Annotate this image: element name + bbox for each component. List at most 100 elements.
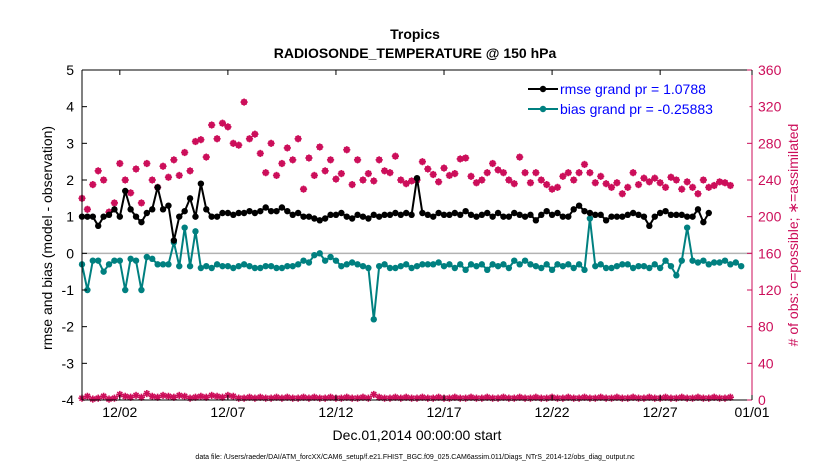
obs-assimilated-stroke bbox=[132, 165, 140, 173]
rmse-series-point bbox=[208, 213, 215, 220]
rmse-series-point bbox=[635, 211, 642, 219]
obs-assimilated-point bbox=[656, 179, 664, 187]
obs-assimilated-point bbox=[607, 394, 616, 402]
obs-assimilated-stroke bbox=[516, 153, 523, 161]
obs-assimilated-point bbox=[310, 171, 318, 180]
obs-assimilated-stroke bbox=[586, 169, 593, 176]
rmse-series-point bbox=[494, 209, 502, 217]
rmse-series-point bbox=[705, 209, 712, 217]
bias-series-point bbox=[565, 261, 572, 268]
obs-assimilated-point bbox=[267, 394, 275, 402]
bias-series-point bbox=[176, 262, 183, 270]
obs-assimilated-point bbox=[651, 174, 659, 182]
obs-assimilated-stroke bbox=[219, 394, 226, 401]
bias-series-point bbox=[284, 262, 291, 270]
obs-assimilated-point bbox=[100, 176, 108, 184]
obs-assimilated-point bbox=[283, 393, 291, 401]
obs-assimilated-stroke bbox=[343, 146, 350, 153]
obs-assimilated-stroke bbox=[149, 393, 156, 400]
legend-rmse-label: rmse grand pr = 1.0788 bbox=[560, 81, 706, 97]
bias-series-point bbox=[84, 286, 91, 294]
y-left-tick-label: -1 bbox=[62, 282, 75, 298]
bias-series-point bbox=[673, 272, 680, 279]
obs-assimilated-stroke bbox=[100, 393, 107, 400]
obs-assimilated-point bbox=[321, 167, 329, 175]
obs-assimilated-stroke bbox=[548, 186, 556, 193]
y-right-tick-label: 120 bbox=[758, 282, 782, 298]
bias-series-point bbox=[181, 224, 188, 231]
bias-series-point bbox=[235, 262, 242, 270]
obs-assimilated-stroke bbox=[127, 189, 134, 196]
bias-series-point bbox=[289, 262, 296, 270]
obs-assimilated-point bbox=[110, 199, 119, 207]
bias-series-point bbox=[386, 264, 394, 272]
obs-assimilated-point bbox=[326, 156, 335, 164]
obs-assimilated-stroke bbox=[457, 155, 464, 163]
obs-assimilated-stroke bbox=[403, 180, 410, 187]
obs-assimilated-stroke bbox=[149, 176, 156, 184]
bias-series-point bbox=[511, 257, 518, 264]
obs-assimilated-point bbox=[386, 394, 394, 402]
obs-assimilated-stroke bbox=[705, 184, 712, 191]
legend-bias-marker bbox=[539, 105, 547, 113]
obs-assimilated-stroke bbox=[581, 394, 588, 401]
obs-assimilated-stroke bbox=[484, 169, 491, 176]
bias-series-point bbox=[413, 262, 421, 270]
obs-assimilated-stroke bbox=[392, 153, 399, 160]
y-left-tick-label: -4 bbox=[62, 392, 75, 408]
obs-assimilated-point bbox=[607, 183, 616, 191]
y-right-tick-label: 200 bbox=[758, 209, 782, 225]
bias-series-point bbox=[381, 261, 388, 268]
y-left-tick-label: 5 bbox=[66, 62, 74, 78]
bias-series-point bbox=[338, 262, 345, 270]
rmse-series-point bbox=[186, 195, 194, 202]
obs-assimilated-point bbox=[526, 394, 535, 402]
obs-assimilated-point bbox=[397, 176, 405, 184]
obs-assimilated-stroke bbox=[419, 158, 426, 165]
obs-assimilated-stroke bbox=[327, 394, 334, 401]
obs-assimilated-point bbox=[202, 153, 210, 161]
bias-series-point bbox=[95, 257, 102, 264]
obs-assimilated-point bbox=[289, 156, 297, 164]
obs-assimilated-point bbox=[370, 390, 378, 399]
obs-assimilated-stroke bbox=[316, 143, 323, 151]
obs-assimilated-point bbox=[526, 179, 535, 187]
obs-assimilated-stroke bbox=[213, 135, 221, 142]
obs-assimilated-point bbox=[494, 166, 502, 174]
rmse-series-point bbox=[640, 213, 648, 220]
obs-assimilated-stroke bbox=[176, 172, 183, 179]
bias-series-point bbox=[635, 262, 642, 270]
bias-series-point bbox=[694, 259, 702, 266]
rmse-series-point bbox=[413, 174, 421, 182]
y-right-tick-label: 280 bbox=[758, 135, 782, 151]
bias-series-point bbox=[240, 261, 248, 268]
x-tick-label: 12/22 bbox=[535, 404, 570, 420]
rmse-series-point bbox=[592, 211, 599, 219]
obs-assimilated-stroke bbox=[116, 391, 123, 398]
obs-assimilated-stroke bbox=[181, 149, 188, 156]
y-left-tick-label: 3 bbox=[66, 135, 74, 151]
obs-assimilated-stroke bbox=[608, 184, 615, 191]
obs-assimilated-point bbox=[543, 180, 551, 189]
bias-series-point bbox=[678, 257, 685, 264]
bias-series-point bbox=[646, 264, 653, 272]
rmse-series-point bbox=[267, 207, 275, 215]
obs-assimilated-point bbox=[175, 391, 183, 400]
obs-assimilated-stroke bbox=[262, 169, 269, 176]
rmse-series-point bbox=[257, 207, 264, 215]
rmse-series-point bbox=[105, 211, 113, 219]
obs-assimilated-point bbox=[456, 155, 464, 163]
rmse-series-point bbox=[213, 213, 221, 220]
obs-assimilated-point bbox=[278, 159, 286, 168]
obs-assimilated-point bbox=[597, 172, 605, 180]
bias-series-point bbox=[332, 257, 340, 264]
obs-assimilated-point bbox=[213, 392, 221, 400]
bias-series-point bbox=[294, 261, 302, 268]
rmse-series-point bbox=[392, 209, 399, 217]
rmse-series-point bbox=[478, 211, 486, 219]
obs-assimilated-stroke bbox=[165, 393, 172, 400]
obs-assimilated-point bbox=[586, 169, 594, 177]
rmse-series-point bbox=[489, 213, 496, 220]
y-right-tick-label: 360 bbox=[758, 62, 782, 78]
obs-assimilated-stroke bbox=[408, 177, 415, 185]
